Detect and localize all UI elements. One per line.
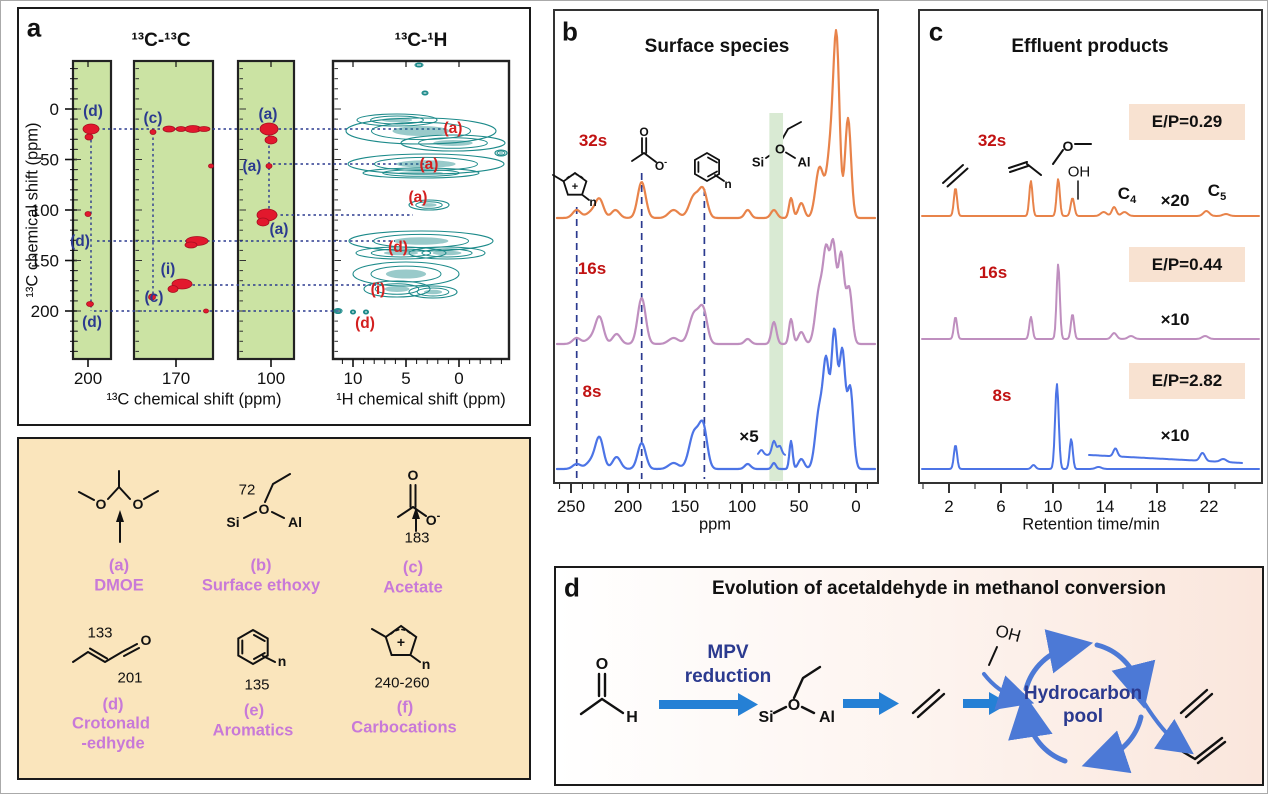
- h-atom-label: H: [626, 709, 638, 726]
- time-label-8s: 8s: [582, 382, 602, 401]
- panel-a-x-axis-label-c: ¹³C chemical shift (ppm): [106, 390, 282, 409]
- legend-name-aromatics: Aromatics: [212, 721, 294, 740]
- o-atom-label: O: [774, 141, 786, 157]
- panel-c-tag: c: [928, 16, 944, 47]
- oh-label: OH: [1067, 163, 1091, 181]
- magnify-x5-label: ×5: [739, 427, 759, 446]
- n-subscript-label: n: [277, 653, 287, 669]
- ep-ratio-badge: E/P=0.44: [1129, 247, 1245, 282]
- o-minus-label: O-: [425, 510, 441, 528]
- legend-caption-e: (e): [243, 701, 265, 720]
- magnify-x10-label: ×10: [1160, 310, 1190, 329]
- mpv-label: MPV: [707, 642, 749, 663]
- svg-text:18: 18: [1148, 497, 1167, 516]
- svg-text:200: 200: [614, 497, 642, 516]
- panel-a-box: [17, 7, 531, 426]
- hydrocarbon-pool-label-1: Hydrocarbon: [1023, 683, 1143, 704]
- panel-a-title-cc: ¹³C-¹³C: [131, 30, 191, 51]
- svg-text:50: 50: [790, 497, 809, 516]
- o-atom-label: O: [140, 632, 152, 648]
- legend-name-carbocations: Carbocations: [351, 718, 457, 737]
- legend-caption-f: (f): [396, 698, 414, 717]
- legend-name-dmoe: DMOE: [94, 576, 144, 595]
- panel-b-title: Surface species: [644, 36, 790, 57]
- svg-text:0: 0: [851, 497, 860, 516]
- al-atom-label: Al: [288, 514, 302, 530]
- o-minus-label: O-: [654, 157, 668, 173]
- legend-name-ethoxy: Surface ethoxy: [201, 576, 321, 595]
- svg-text:6: 6: [996, 497, 1005, 516]
- panel-d-title: Evolution of acetaldehyde in methanol co…: [712, 578, 1166, 599]
- legend-caption-d: (d): [102, 695, 124, 714]
- magnify-x20-label: ×20: [1160, 191, 1190, 210]
- si-atom-label: Si: [226, 514, 240, 530]
- legend-name-crotonaldehyde-1: Crotonald: [72, 714, 150, 733]
- time-label-32s: 32s: [578, 131, 608, 150]
- panel-b-box: [553, 9, 879, 484]
- panel-a-tag: a: [26, 12, 42, 43]
- ep-ratio-badge: E/P=0.29: [1129, 104, 1245, 140]
- shift-72: 72: [238, 481, 256, 499]
- o-atom-label: O: [1062, 138, 1074, 154]
- o-atom-label: O: [132, 496, 144, 512]
- c4-peak-label: C4: [1117, 183, 1137, 207]
- svg-text:150: 150: [671, 497, 699, 516]
- panel-b-x-axis-label: ppm: [698, 515, 732, 534]
- al-atom-label: Al: [797, 154, 811, 170]
- o-atom-label: O: [595, 656, 609, 673]
- legend-caption-c: (c): [402, 558, 424, 577]
- ep-ratio-badge: E/P=2.82: [1129, 363, 1245, 399]
- time-label-32s: 32s: [977, 131, 1007, 150]
- plus-charge-label: +: [396, 634, 406, 650]
- time-label-16s: 16s: [577, 259, 607, 278]
- panel-b-tag: b: [562, 16, 578, 47]
- svg-text:2: 2: [944, 497, 953, 516]
- svg-text:10: 10: [1044, 497, 1063, 516]
- shift-133: 133: [87, 624, 113, 642]
- svg-text:250: 250: [557, 497, 585, 516]
- shift-240-260: 240-260: [374, 674, 430, 692]
- panel-c-title: Effluent products: [1011, 36, 1169, 57]
- time-label-8s: 8s: [992, 386, 1012, 405]
- legend-name-crotonaldehyde-2: -edhyde: [81, 734, 145, 753]
- svg-text:100: 100: [728, 497, 756, 516]
- o-atom-label: O: [639, 125, 649, 139]
- c5-peak-label: C5: [1207, 180, 1227, 204]
- time-label-16s: 16s: [978, 263, 1008, 282]
- o-atom-label: O: [787, 697, 801, 714]
- hydrocarbon-pool-label-2: pool: [1062, 706, 1104, 727]
- svg-text:22: 22: [1200, 497, 1219, 516]
- n-subscript-label: n: [724, 177, 732, 191]
- legend-name-acetate: Acetate: [383, 578, 443, 597]
- reduction-label: reduction: [684, 666, 772, 687]
- shift-183: 183: [404, 529, 430, 547]
- si-atom-label: Si: [751, 154, 765, 170]
- panel-a-title-ch: ¹³C-¹H: [394, 30, 448, 51]
- panel-d-tag: d: [564, 572, 580, 603]
- o-atom-label: O: [407, 467, 419, 483]
- o-atom-label: O: [95, 496, 107, 512]
- plus-charge-label: +: [571, 181, 579, 193]
- si-atom-label: Si: [758, 709, 774, 726]
- magnify-x10-label: ×10: [1160, 426, 1190, 445]
- shift-201: 201: [117, 669, 143, 687]
- n-subscript-label: n: [589, 195, 597, 209]
- panel-a-y-axis-label: ¹³C chemical shift (ppm): [23, 122, 42, 298]
- legend-caption-b: (b): [250, 556, 272, 575]
- legend-caption-a: (a): [108, 556, 130, 575]
- o-atom-label: O: [258, 501, 270, 517]
- svg-text:14: 14: [1096, 497, 1115, 516]
- panel-a-x-axis-label-h: ¹H chemical shift (ppm): [336, 390, 506, 409]
- al-atom-label: Al: [819, 709, 835, 726]
- n-subscript-label: n: [421, 656, 431, 672]
- shift-135: 135: [244, 676, 270, 694]
- panel-c-x-axis-label: Retention time/min: [1022, 515, 1160, 534]
